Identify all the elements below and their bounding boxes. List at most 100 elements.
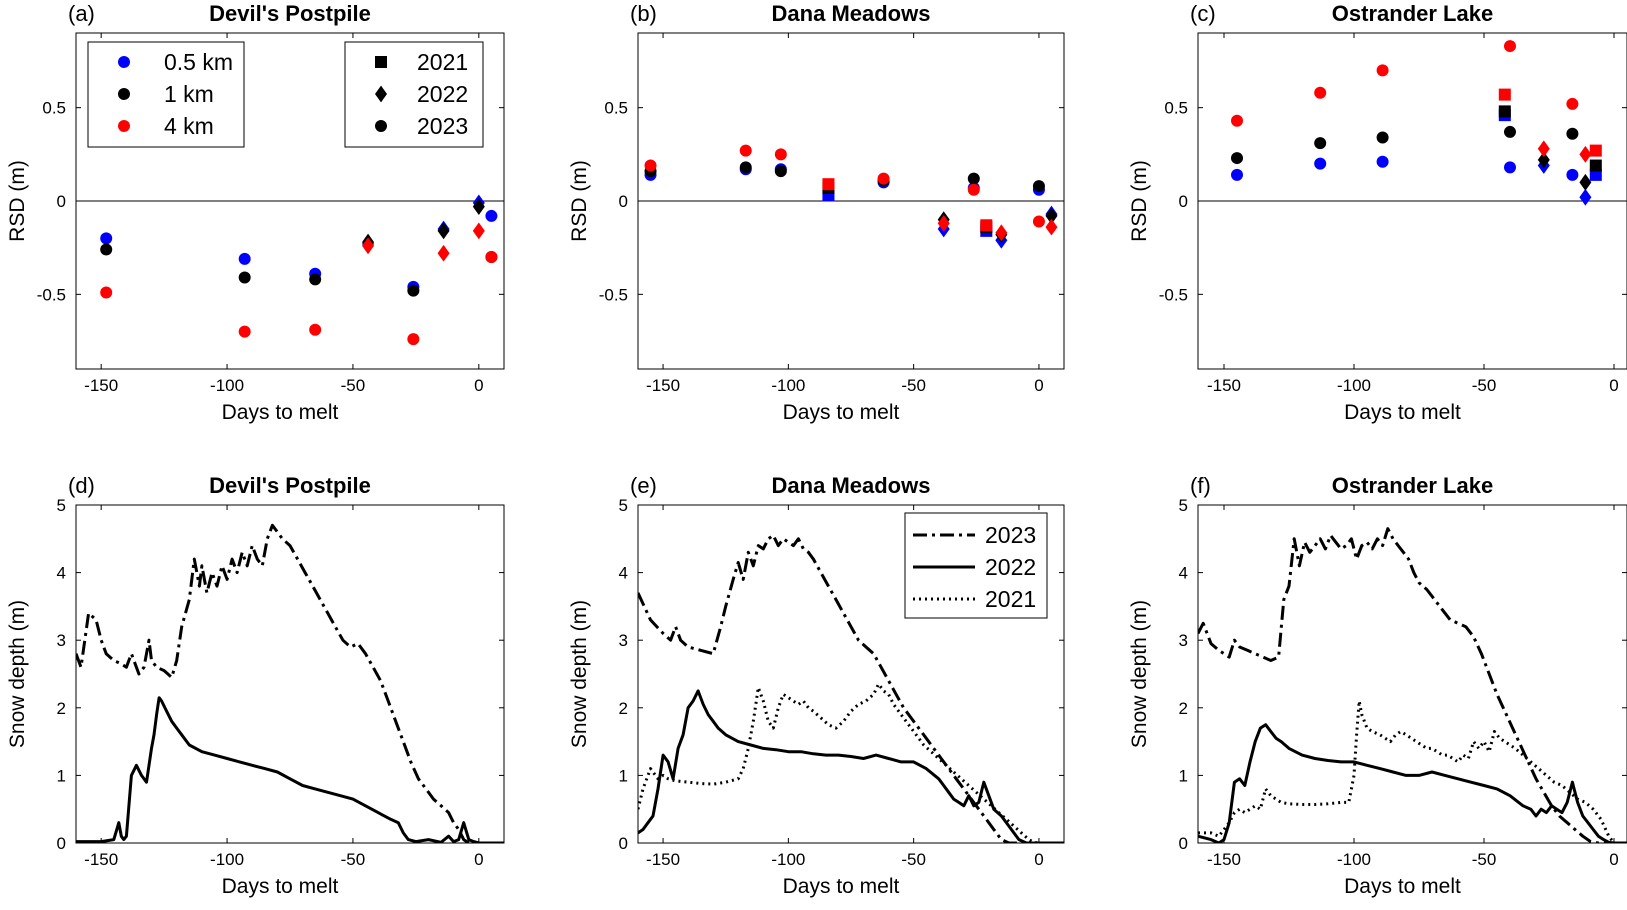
x-tick-label: -100 <box>1337 850 1371 869</box>
y-tick-label: 0 <box>619 834 628 853</box>
data-point <box>485 209 498 222</box>
legend-swatch <box>375 85 387 103</box>
x-tick-label: -100 <box>1337 376 1371 395</box>
data-point <box>1314 157 1327 170</box>
data-point <box>100 286 113 299</box>
y-tick-label: 3 <box>1179 631 1188 650</box>
data-point <box>774 165 787 178</box>
data-point <box>1579 188 1592 206</box>
axes-box <box>75 504 505 844</box>
data-point <box>774 148 787 161</box>
y-tick-label: 3 <box>57 631 66 650</box>
data-point <box>1566 168 1579 181</box>
chart-title: Dana Meadows <box>772 473 931 498</box>
data-point <box>1504 40 1516 53</box>
y-tick-label: 5 <box>1179 496 1188 515</box>
plot-area <box>638 533 1064 843</box>
data-point <box>437 244 450 262</box>
panel-label: (e) <box>630 473 657 498</box>
data-point <box>1231 114 1243 127</box>
y-axis-label: RSD (m) <box>568 160 591 242</box>
series-line-2021 <box>638 682 1064 843</box>
y-tick-label: 4 <box>1179 564 1188 583</box>
data-point <box>1032 180 1045 193</box>
x-tick-label: -100 <box>771 376 805 395</box>
y-tick-label: 4 <box>57 564 66 583</box>
panel-d: -150 -100 -50 0 0 1 2 3 4 5 Days to melt Snow depth… <box>6 473 505 898</box>
x-axis-label: Days to melt <box>783 875 900 898</box>
plot-area <box>644 144 1058 249</box>
data-point <box>1537 151 1550 169</box>
data-point <box>967 183 980 196</box>
data-point <box>309 273 322 286</box>
legend-entry: 2023 <box>417 113 468 139</box>
series-line-2021 <box>1198 699 1627 843</box>
data-point <box>1376 64 1389 77</box>
series-line-2023 <box>1198 527 1627 843</box>
legend-swatch <box>118 88 130 100</box>
data-point <box>1537 140 1550 158</box>
chart-title: Dana Meadows <box>772 1 931 26</box>
data-point <box>995 224 1008 242</box>
data-point <box>309 323 322 336</box>
panel-label: (c) <box>1190 1 1216 26</box>
data-point <box>967 172 980 185</box>
data-point <box>1045 218 1058 236</box>
x-tick-label: 0 <box>1609 850 1618 869</box>
x-tick-label: -50 <box>341 376 366 395</box>
x-tick-label: 0 <box>474 376 483 395</box>
x-tick-label: -150 <box>84 376 118 395</box>
y-axis-label: RSD (m) <box>1128 160 1151 242</box>
data-point <box>1045 207 1058 225</box>
legend-swatch <box>118 56 130 68</box>
data-point <box>1504 125 1516 138</box>
legend-resolution: 0.5 km 1 km 4 km <box>87 41 245 148</box>
x-tick-label: 0 <box>1609 376 1618 395</box>
y-tick-label: -0.5 <box>599 285 628 304</box>
panel-label: (b) <box>630 1 657 26</box>
x-tick-label: -50 <box>901 850 926 869</box>
data-point <box>485 251 498 263</box>
x-tick-label: -150 <box>84 850 118 869</box>
series-line-2022 <box>638 689 1064 843</box>
x-tick-label: -100 <box>210 376 244 395</box>
chart-title: Devil's Postpile <box>209 1 371 26</box>
y-axis-label: Snow depth (m) <box>568 600 591 748</box>
series-line-2022 <box>1198 723 1627 843</box>
data-point <box>822 178 835 191</box>
chart-title: Devil's Postpile <box>209 473 371 498</box>
x-axis-label: Days to melt <box>1344 875 1461 898</box>
data-point <box>1589 168 1602 181</box>
plot-area <box>1231 40 1602 206</box>
data-point <box>100 232 113 245</box>
x-tick-label: -150 <box>1207 850 1241 869</box>
data-point <box>362 237 375 255</box>
data-point <box>1498 105 1511 118</box>
panel-e: -150 -100 -50 0 0 1 2 3 4 5 Days to melt Snow depth… <box>568 473 1065 898</box>
x-tick-label: -50 <box>901 376 926 395</box>
y-tick-label: 2 <box>57 699 66 718</box>
data-point <box>472 222 485 240</box>
y-tick-label: 1 <box>57 766 66 785</box>
axes-box <box>637 504 1065 844</box>
y-tick-label: -0.5 <box>1159 285 1188 304</box>
legend-entry: 1 km <box>164 81 214 107</box>
data-point <box>1231 152 1243 165</box>
x-tick-label: -50 <box>1472 376 1497 395</box>
data-point <box>1376 155 1389 168</box>
x-tick-label: 0 <box>1034 376 1043 395</box>
legend-entry: 2021 <box>417 49 468 75</box>
data-point <box>1579 173 1592 191</box>
data-point <box>1566 97 1579 110</box>
data-point <box>1498 88 1511 101</box>
data-point <box>980 219 993 232</box>
data-point <box>1314 137 1327 150</box>
y-tick-label: 0.5 <box>604 99 628 118</box>
panel-c: -150 -100 -50 0 -0.5 0 0.5 Days to melt RSD (m) O… <box>1128 1 1627 424</box>
y-tick-label: 5 <box>619 496 628 515</box>
data-point <box>238 325 251 338</box>
legend-depth: 2023 2022 2021 <box>904 512 1048 619</box>
data-point <box>1032 215 1045 228</box>
data-point <box>1314 86 1327 99</box>
